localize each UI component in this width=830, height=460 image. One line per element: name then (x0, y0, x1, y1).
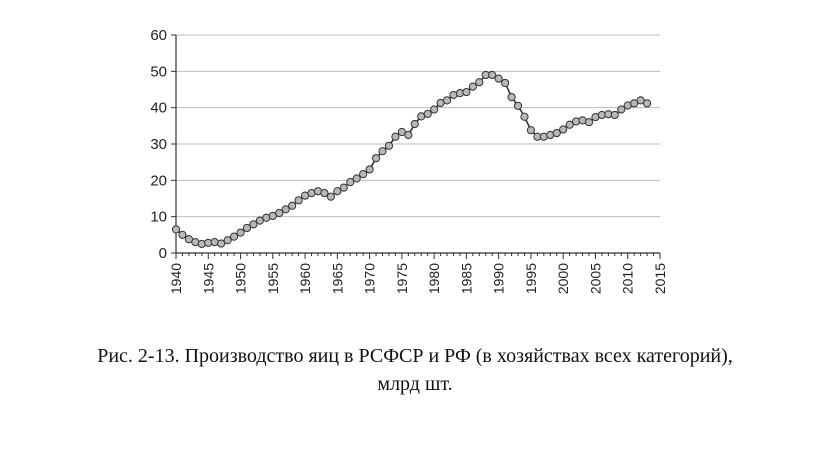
x-tick-label: 2005 (587, 263, 603, 294)
data-point (501, 78, 510, 88)
x-tick-label: 1965 (329, 263, 345, 294)
data-point (552, 129, 561, 138)
x-axis-ticks: 1940 1945 1950 1955 1960 1965 1970 1975 1980 1985… (168, 253, 668, 294)
data-point (423, 109, 432, 118)
y-tick-label: 0 (159, 245, 167, 262)
data-point (642, 99, 652, 108)
data-point (359, 170, 368, 179)
data-point (326, 192, 335, 201)
data-point (384, 141, 394, 150)
data-point (410, 119, 419, 129)
y-tick-label: 20 (150, 172, 167, 189)
x-tick-label: 1950 (233, 263, 249, 294)
grid (176, 34, 660, 218)
figure-caption-line-2: млрд шт. (377, 373, 453, 395)
x-tick-label: 2015 (652, 263, 668, 294)
data-point (430, 105, 439, 114)
data-point (236, 228, 245, 237)
x-tick-label: 1975 (394, 263, 410, 294)
x-tick-label: 1940 (168, 263, 184, 294)
data-point (475, 78, 484, 87)
data-point (365, 165, 374, 174)
data-point (333, 187, 342, 196)
data-point (371, 154, 381, 163)
data-point (217, 239, 226, 248)
data-point (513, 101, 523, 110)
data-point (442, 96, 452, 105)
data-point (281, 205, 290, 214)
x-tick-label: 1985 (458, 263, 474, 294)
data-point (584, 118, 594, 127)
data-point (275, 208, 284, 218)
x-tick-label: 2000 (555, 263, 571, 294)
y-tick-label: 60 (150, 27, 167, 44)
data-point (352, 174, 361, 183)
data-point (288, 201, 297, 210)
data-point (171, 225, 181, 234)
series-line (175, 74, 648, 245)
data-point (178, 230, 187, 239)
data-point (391, 132, 400, 141)
y-axis-ticks: 0 10 20 30 40 50 60 (150, 27, 176, 262)
data-point (294, 196, 303, 205)
data-point (320, 188, 329, 198)
data-point (494, 74, 503, 83)
x-tick-label: 1990 (491, 263, 507, 294)
data-point (526, 126, 536, 135)
data-point (404, 130, 413, 140)
x-tick-label: 1960 (297, 263, 313, 294)
figure-caption-line-1: Рис. 2-13. Производство яиц в РСФСР и РФ… (97, 345, 733, 367)
data-point (617, 105, 626, 114)
y-tick-label: 30 (150, 136, 167, 153)
data-point (559, 125, 568, 134)
data-point (229, 232, 239, 241)
data-point (242, 223, 252, 233)
x-tick-label: 1980 (426, 263, 442, 294)
data-point (468, 82, 477, 91)
data-point (339, 183, 348, 192)
data-point (346, 178, 355, 187)
y-tick-label: 40 (150, 100, 167, 117)
x-tick-label: 1995 (523, 263, 539, 294)
data-point (565, 120, 574, 129)
x-tick-label: 2010 (620, 263, 636, 294)
data-point (520, 112, 529, 121)
x-tick-label: 1970 (362, 263, 378, 294)
y-tick-label: 10 (150, 209, 167, 226)
data-point (488, 70, 497, 80)
data-point (507, 93, 516, 102)
data-point (378, 147, 387, 156)
data-point (223, 236, 232, 245)
data-point (462, 87, 471, 97)
x-tick-label: 1955 (265, 263, 281, 294)
series-points (171, 70, 652, 249)
data-point (249, 220, 258, 229)
data-point (610, 110, 619, 120)
y-tick-label: 50 (150, 63, 167, 80)
x-tick-label: 1945 (200, 263, 216, 294)
